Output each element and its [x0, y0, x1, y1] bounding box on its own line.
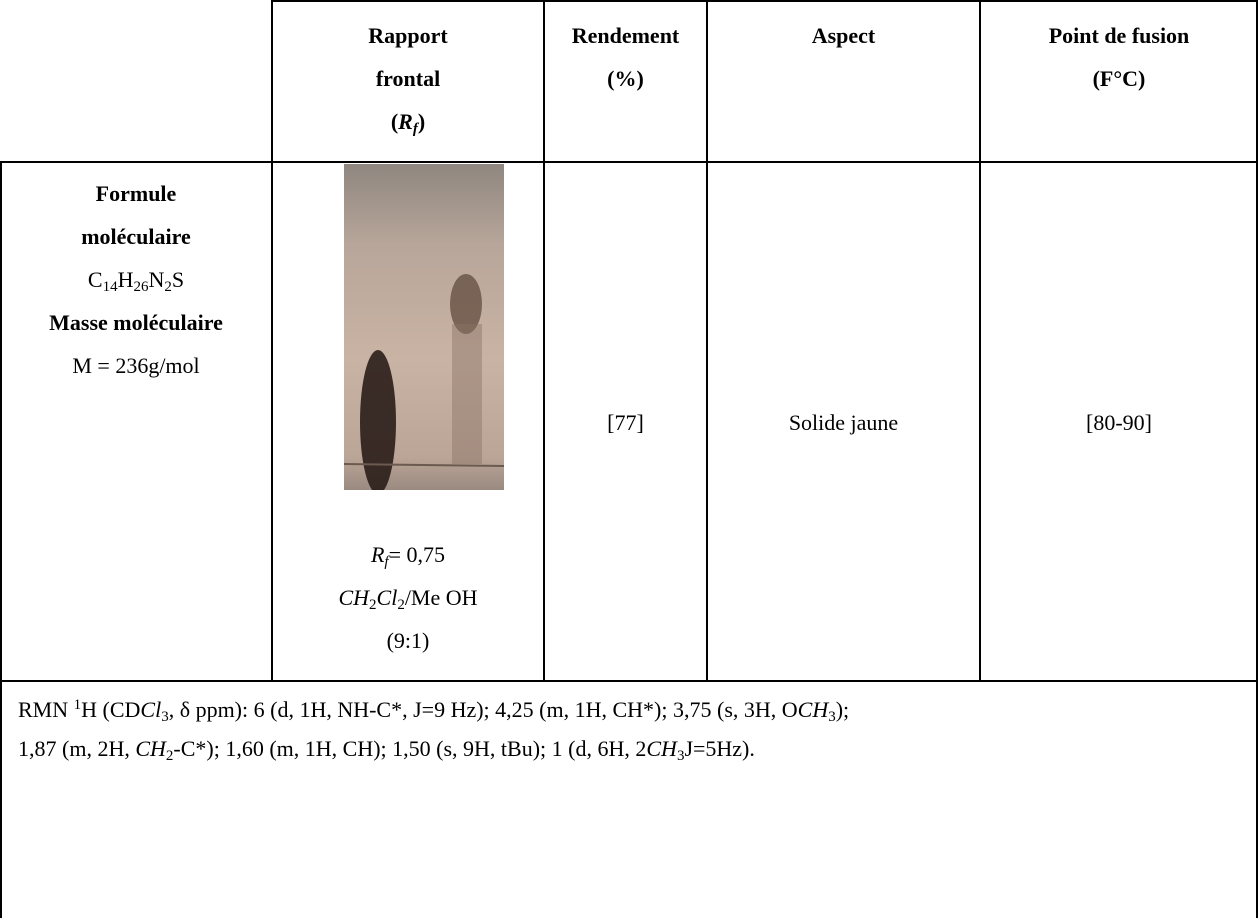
- text-run: [77]: [607, 410, 644, 435]
- text-run: 2: [397, 597, 405, 613]
- header-cell: Point de fusion (F°C): [980, 14, 1258, 100]
- smear: [452, 324, 482, 464]
- nmr-cell: RMN 1H (CDCl3, δ ppm): 6 (d, 1H, NH-C*, …: [18, 684, 1254, 770]
- text-run: [80-90]: [1086, 410, 1152, 435]
- text-line: Rf= 0,75: [272, 533, 544, 576]
- text-run: 2: [164, 279, 172, 295]
- text-run: -C*); 1,60 (m, 1H, CH); 1,50 (s, 9H, tBu…: [173, 736, 646, 761]
- header-cell: Rapport frontal (Rf): [272, 14, 544, 143]
- text-run: R: [398, 109, 413, 134]
- cell: [77]: [544, 163, 707, 681]
- text-run: frontal: [376, 66, 440, 91]
- text-run: 3: [161, 709, 169, 725]
- text-run: CH: [338, 585, 369, 610]
- header-cell: Rendement (%): [544, 14, 707, 100]
- text-run: M = 236g/mol: [72, 353, 199, 378]
- text-line: (%): [544, 57, 707, 100]
- text-run: H: [118, 267, 134, 292]
- text-run: N: [148, 267, 164, 292]
- text-line: (9:1): [272, 619, 544, 662]
- text-run: (F°C): [1093, 66, 1146, 91]
- tlc-plate-photo: [344, 164, 504, 490]
- text-line: Formule: [0, 172, 272, 215]
- text-line: CH2Cl2/Me OH: [272, 576, 544, 619]
- text-run: 1,87 (m, 2H,: [18, 736, 135, 761]
- text-run: Aspect: [812, 23, 876, 48]
- text-run: ): [418, 109, 425, 134]
- text-run: 2: [369, 597, 377, 613]
- text-run: H (CD: [81, 697, 140, 722]
- text-line: Rendement: [544, 14, 707, 57]
- text-run: Masse moléculaire: [49, 310, 223, 335]
- text-run: S: [172, 267, 184, 292]
- text-run: 14: [103, 279, 118, 295]
- text-run: 1: [74, 697, 82, 713]
- text-run: = 0,75: [389, 542, 445, 567]
- text-line: C14H26N2S: [0, 258, 272, 301]
- text-run: CH: [646, 736, 677, 761]
- text-run: Rendement: [572, 23, 680, 48]
- header-cell: Aspect: [707, 14, 980, 57]
- text-run: Cl: [140, 697, 161, 722]
- text-run: Point de fusion: [1049, 23, 1190, 48]
- text-run: , δ ppm): 6 (d, 1H, NH-C*, J=9 Hz); 4,25…: [169, 697, 798, 722]
- text-line: Point de fusion: [980, 14, 1258, 57]
- text-line: 1,87 (m, 2H, CH2-C*); 1,60 (m, 1H, CH); …: [18, 727, 1254, 770]
- text-run: R: [371, 542, 384, 567]
- photo-detail: [344, 164, 504, 490]
- text-line: Masse moléculaire: [0, 301, 272, 344]
- text-run: CH: [135, 736, 166, 761]
- text-line: [77]: [544, 401, 707, 444]
- text-run: );: [836, 697, 849, 722]
- text-run: moléculaire: [81, 224, 191, 249]
- cell: Formule moléculaire C14H26N2S Masse molécul…: [0, 172, 272, 387]
- text-run: Formule: [96, 181, 177, 206]
- text-line: M = 236g/mol: [0, 344, 272, 387]
- text-run: /Me OH: [405, 585, 478, 610]
- text-line: moléculaire: [0, 215, 272, 258]
- text-run: RMN: [18, 697, 74, 722]
- cell: [80-90]: [980, 163, 1258, 681]
- border: [272, 0, 1258, 2]
- text-line: (Rf): [272, 100, 544, 143]
- text-run: J=5Hz).: [684, 736, 754, 761]
- page: Rapport frontal (Rf) Rendement (%) Aspect P…: [0, 0, 1258, 918]
- text-line: [80-90]: [980, 401, 1258, 444]
- text-line: Aspect: [707, 14, 980, 57]
- text-line: frontal: [272, 57, 544, 100]
- cell: Solide jaune: [707, 163, 980, 681]
- text-run: Rapport: [368, 23, 447, 48]
- text-line: Solide jaune: [707, 401, 980, 444]
- text-run: (%): [607, 66, 644, 91]
- text-line: RMN 1H (CDCl3, δ ppm): 6 (d, 1H, NH-C*, …: [18, 684, 1254, 727]
- text-run: CH: [798, 697, 829, 722]
- text-run: (9:1): [387, 628, 430, 653]
- text-line: Rapport: [272, 14, 544, 57]
- text-run: Solide jaune: [789, 410, 898, 435]
- text-run: 26: [133, 279, 148, 295]
- text-line: (F°C): [980, 57, 1258, 100]
- text-run: Cl: [377, 585, 398, 610]
- text-run: 3: [828, 709, 836, 725]
- text-run: C: [88, 267, 103, 292]
- spot: [360, 350, 396, 490]
